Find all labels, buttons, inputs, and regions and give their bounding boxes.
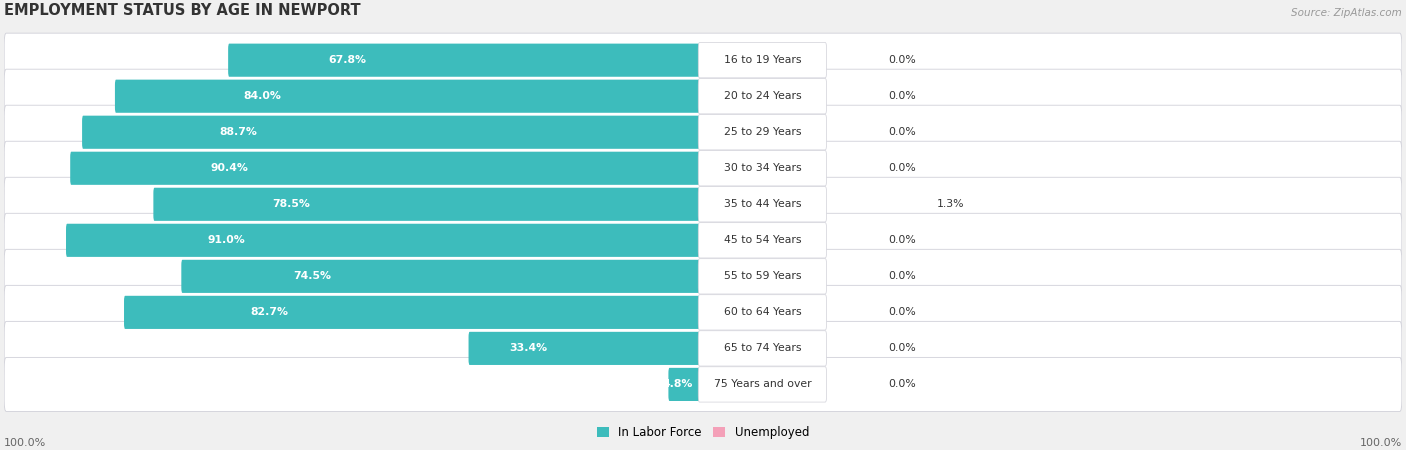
Text: Source: ZipAtlas.com: Source: ZipAtlas.com: [1291, 8, 1402, 18]
Text: 25 to 29 Years: 25 to 29 Years: [724, 127, 801, 137]
FancyBboxPatch shape: [115, 80, 704, 113]
FancyBboxPatch shape: [702, 188, 794, 221]
FancyBboxPatch shape: [82, 116, 704, 149]
FancyBboxPatch shape: [702, 332, 747, 365]
FancyBboxPatch shape: [702, 224, 747, 257]
Text: EMPLOYMENT STATUS BY AGE IN NEWPORT: EMPLOYMENT STATUS BY AGE IN NEWPORT: [4, 3, 361, 18]
Text: 30 to 34 Years: 30 to 34 Years: [724, 163, 801, 173]
FancyBboxPatch shape: [4, 105, 1402, 159]
Legend: In Labor Force, Unemployed: In Labor Force, Unemployed: [592, 421, 814, 444]
Text: 0.0%: 0.0%: [889, 379, 915, 389]
FancyBboxPatch shape: [702, 296, 747, 329]
FancyBboxPatch shape: [70, 152, 704, 185]
FancyBboxPatch shape: [4, 213, 1402, 267]
Text: 16 to 19 Years: 16 to 19 Years: [724, 55, 801, 65]
FancyBboxPatch shape: [699, 43, 827, 78]
FancyBboxPatch shape: [4, 321, 1402, 375]
Text: 84.0%: 84.0%: [243, 91, 281, 101]
FancyBboxPatch shape: [699, 79, 827, 114]
Text: 55 to 59 Years: 55 to 59 Years: [724, 271, 801, 281]
Text: 0.0%: 0.0%: [889, 271, 915, 281]
FancyBboxPatch shape: [699, 187, 827, 222]
Text: 33.4%: 33.4%: [509, 343, 547, 353]
FancyBboxPatch shape: [699, 295, 827, 330]
FancyBboxPatch shape: [181, 260, 704, 293]
Text: 65 to 74 Years: 65 to 74 Years: [724, 343, 801, 353]
FancyBboxPatch shape: [702, 152, 747, 185]
Text: 60 to 64 Years: 60 to 64 Years: [724, 307, 801, 317]
FancyBboxPatch shape: [699, 367, 827, 402]
Text: 90.4%: 90.4%: [211, 163, 247, 173]
Text: 0.0%: 0.0%: [889, 163, 915, 173]
FancyBboxPatch shape: [4, 177, 1402, 231]
Text: 82.7%: 82.7%: [250, 307, 288, 317]
Text: 0.0%: 0.0%: [889, 343, 915, 353]
FancyBboxPatch shape: [4, 285, 1402, 339]
Text: 78.5%: 78.5%: [273, 199, 311, 209]
Text: 88.7%: 88.7%: [219, 127, 257, 137]
FancyBboxPatch shape: [702, 116, 747, 149]
FancyBboxPatch shape: [4, 69, 1402, 123]
Text: 0.0%: 0.0%: [889, 91, 915, 101]
FancyBboxPatch shape: [4, 33, 1402, 87]
Text: 0.0%: 0.0%: [889, 235, 915, 245]
FancyBboxPatch shape: [702, 368, 747, 401]
FancyBboxPatch shape: [702, 80, 747, 113]
FancyBboxPatch shape: [668, 368, 704, 401]
FancyBboxPatch shape: [699, 115, 827, 150]
FancyBboxPatch shape: [4, 357, 1402, 411]
FancyBboxPatch shape: [699, 223, 827, 258]
FancyBboxPatch shape: [228, 44, 704, 77]
Text: 100.0%: 100.0%: [1360, 438, 1402, 448]
FancyBboxPatch shape: [66, 224, 704, 257]
FancyBboxPatch shape: [153, 188, 704, 221]
FancyBboxPatch shape: [124, 296, 704, 329]
FancyBboxPatch shape: [4, 249, 1402, 303]
FancyBboxPatch shape: [702, 44, 747, 77]
Text: 1.3%: 1.3%: [938, 199, 965, 209]
FancyBboxPatch shape: [699, 259, 827, 294]
Text: 35 to 44 Years: 35 to 44 Years: [724, 199, 801, 209]
FancyBboxPatch shape: [4, 141, 1402, 195]
FancyBboxPatch shape: [699, 331, 827, 366]
Text: 74.5%: 74.5%: [294, 271, 332, 281]
Text: 0.0%: 0.0%: [889, 55, 915, 65]
Text: 75 Years and over: 75 Years and over: [714, 379, 811, 389]
FancyBboxPatch shape: [702, 260, 747, 293]
Text: 0.0%: 0.0%: [889, 127, 915, 137]
Text: 91.0%: 91.0%: [207, 235, 245, 245]
Text: 67.8%: 67.8%: [329, 55, 367, 65]
FancyBboxPatch shape: [699, 151, 827, 186]
FancyBboxPatch shape: [468, 332, 704, 365]
Text: 20 to 24 Years: 20 to 24 Years: [724, 91, 801, 101]
Text: 45 to 54 Years: 45 to 54 Years: [724, 235, 801, 245]
Text: 4.8%: 4.8%: [662, 379, 693, 389]
Text: 0.0%: 0.0%: [889, 307, 915, 317]
Text: 100.0%: 100.0%: [4, 438, 46, 448]
